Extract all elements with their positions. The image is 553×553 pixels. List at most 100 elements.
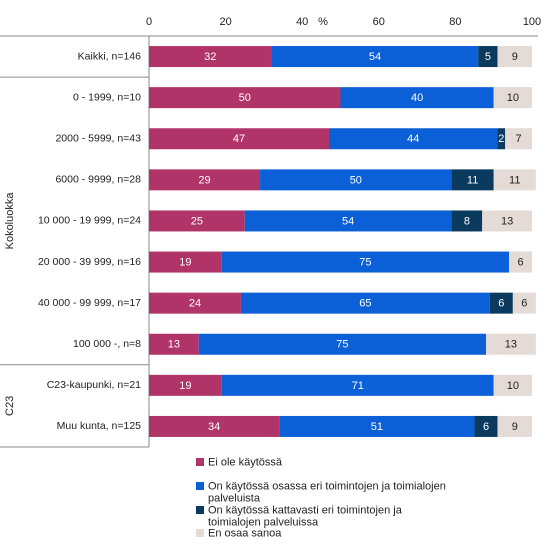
legend-label: En osaa sanoa xyxy=(208,528,282,540)
bar-value-label: 54 xyxy=(369,51,381,63)
bar-value-label: 10 xyxy=(507,92,519,104)
category-label: 0 - 1999, n=10 xyxy=(73,91,141,103)
bar-value-label: 65 xyxy=(359,298,371,310)
bar-segment xyxy=(221,251,510,273)
bar-segment xyxy=(240,292,490,314)
bar-segment xyxy=(149,292,241,314)
bar-segment xyxy=(489,292,513,314)
bar-segment xyxy=(509,251,532,273)
bar-value-label: 7 xyxy=(516,133,522,145)
legend: Ei ole käytössä On käytössä osassa eri to… xyxy=(196,457,446,540)
category-label: 40 000 - 99 999, n=17 xyxy=(38,297,141,309)
bar-segment xyxy=(451,210,483,232)
bar-segment xyxy=(149,210,245,232)
bar-segment xyxy=(260,169,452,191)
bar-segment xyxy=(478,46,498,68)
x-tick-label: 80 xyxy=(449,16,461,28)
bar-segment xyxy=(279,415,475,437)
bar-segment xyxy=(497,415,532,437)
category-label: Kaikki, n=146 xyxy=(78,50,141,62)
bar-segment xyxy=(474,415,498,437)
bar-value-label: 8 xyxy=(464,215,470,227)
bar-value-label: 6 xyxy=(483,421,489,433)
x-tick-label: 0 xyxy=(146,16,152,28)
bar-segment xyxy=(271,46,479,68)
bar-segment xyxy=(512,292,536,314)
bar-value-label: 71 xyxy=(352,380,364,392)
category-groups: Kokoluokka C23 xyxy=(0,76,149,416)
bar-value-label: 24 xyxy=(189,298,201,310)
bar-value-label: 51 xyxy=(371,421,383,433)
bar-segment xyxy=(149,87,341,109)
bar-segment xyxy=(149,333,199,355)
bar-value-label: 34 xyxy=(208,421,220,433)
bar-segment xyxy=(497,46,532,68)
bar-segment xyxy=(340,87,494,109)
bar-value-label: 75 xyxy=(359,256,371,268)
legend-label: Ei ole käytössä xyxy=(208,457,283,469)
bar-value-label: 11 xyxy=(467,174,478,186)
bar-segment xyxy=(486,333,536,355)
bar-segment xyxy=(149,46,272,68)
x-tick-label: 60 xyxy=(373,16,385,28)
bar-value-label: 6 xyxy=(517,256,523,268)
bar-segment xyxy=(221,374,494,396)
bar-value-label: 13 xyxy=(501,215,513,227)
group-label: C23 xyxy=(4,396,16,416)
category-label: 10 000 - 19 999, n=24 xyxy=(38,215,141,227)
group-label: Kokoluokka xyxy=(4,192,16,250)
legend-swatch xyxy=(196,482,204,490)
category-label: Muu kunta, n=125 xyxy=(57,420,142,432)
bar-segment xyxy=(149,251,222,273)
category-label: C23-kaupunki, n=21 xyxy=(47,379,141,391)
bar-value-label: 50 xyxy=(350,174,362,186)
x-tick-label: 100 xyxy=(523,16,541,28)
bar-value-label: 50 xyxy=(239,92,251,104)
bar-value-label: 25 xyxy=(191,215,203,227)
bar-value-label: 75 xyxy=(336,339,348,351)
x-axis: % 0 20 40 60 80 100 xyxy=(146,16,541,28)
bar-value-label: 9 xyxy=(512,51,518,63)
bar-segment xyxy=(244,210,452,232)
bar-segment xyxy=(497,128,506,150)
bar-value-label: 32 xyxy=(204,51,216,63)
bar-value-label: 11 xyxy=(509,174,520,186)
bar-segment xyxy=(329,128,498,150)
bar-value-label: 6 xyxy=(498,298,504,310)
category-label: 2000 - 5999, n=43 xyxy=(55,133,141,145)
bar-value-label: 47 xyxy=(233,133,245,145)
legend-label: On käytössä osassa eri toimintojen ja to… xyxy=(208,481,446,505)
x-tick-label: 40 xyxy=(296,16,308,28)
category-label: 100 000 -, n=8 xyxy=(73,338,141,350)
bar-value-label: 2 xyxy=(498,133,504,145)
legend-swatch xyxy=(196,506,204,514)
bar-segment xyxy=(149,374,222,396)
bar-value-label: 6 xyxy=(521,298,527,310)
category-label: 20 000 - 39 999, n=16 xyxy=(38,256,141,268)
bar-value-label: 9 xyxy=(512,421,518,433)
bar-segment xyxy=(198,333,487,355)
bar-value-label: 5 xyxy=(485,51,491,63)
legend-swatch xyxy=(196,529,204,537)
x-axis-title: % xyxy=(318,16,328,28)
bar-value-label: 13 xyxy=(505,339,517,351)
legend-swatch xyxy=(196,458,204,466)
bar-value-label: 40 xyxy=(411,92,423,104)
bar-value-label: 54 xyxy=(342,215,354,227)
bar-segment xyxy=(482,210,532,232)
bar-segment xyxy=(493,87,532,109)
bar-segment xyxy=(149,169,261,191)
category-label: 6000 - 9999, n=28 xyxy=(55,174,141,186)
bar-rows: Kaikki, n=146 32 54 5 9 0 - 1999, n=10 50 40 10 2… xyxy=(38,46,536,437)
bar-value-label: 10 xyxy=(507,380,519,392)
bar-value-label: 29 xyxy=(198,174,210,186)
bar-segment xyxy=(493,374,532,396)
x-tick-label: 20 xyxy=(219,16,231,28)
bar-segment xyxy=(505,128,532,150)
bar-value-label: 19 xyxy=(179,256,191,268)
bar-segment xyxy=(149,415,280,437)
legend-label: On käytössä kattavasti eri toimintojen j… xyxy=(208,505,403,529)
bar-value-label: 19 xyxy=(179,380,191,392)
bar-segment xyxy=(149,128,330,150)
